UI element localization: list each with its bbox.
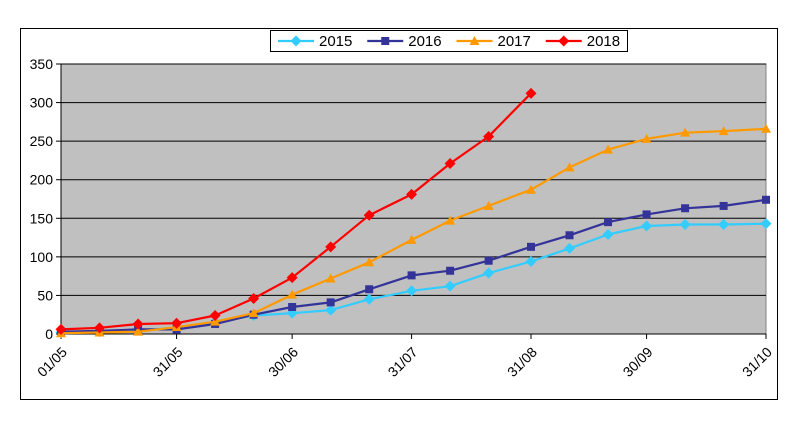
point-2017-30/09 [641,133,652,143]
point-2016-31/07 [407,271,416,280]
point-2017-31/10 [761,123,771,133]
y-tick-label-50: 50 [37,287,53,303]
point-2016-10/07 [326,298,335,307]
point-2015-30/09 [641,220,653,232]
y-tick-label-250: 250 [30,133,54,149]
series-layer [55,87,772,338]
legend-item-2016: 2016 [367,33,442,50]
point-2016-30/09 [642,210,651,219]
legend-label: 2018 [587,33,620,50]
point-2018-10/07 [325,241,337,253]
point-2016-10/09 [565,231,574,240]
y-tick-label-150: 150 [30,210,54,226]
legend-label: 2015 [319,33,352,50]
legend-item-2017: 2017 [456,33,531,50]
y-tick-label-350: 350 [30,56,54,72]
point-2018-30/06 [286,272,298,284]
y-tick-label-0: 0 [45,326,53,342]
point-2017-31/08 [526,184,536,194]
point-2017-20/09 [603,144,614,154]
point-2018-11/05 [94,322,106,334]
point-2015-10/08 [444,280,456,292]
point-2017-20/08 [483,200,494,210]
point-2018-20/08 [483,131,495,143]
point-2017-31/07 [406,234,417,244]
y-tick-label-200: 200 [30,172,54,188]
point-2016-30/06 [288,303,297,311]
point-2015-10/10 [679,218,691,230]
point-2018-20/07 [363,209,375,221]
legend-label: 2017 [498,33,531,50]
point-2015-31/08 [525,255,537,267]
point-2017-20/10 [718,126,729,136]
point-2016-10/08 [446,266,455,275]
point-2015-31/10 [760,218,772,230]
point-2015-20/08 [483,267,495,279]
point-2017-10/08 [445,215,456,225]
point-2016-20/10 [719,201,728,210]
point-2018-20/06 [248,293,260,305]
point-2017-10/06 [210,316,221,326]
y-tick-label-100: 100 [30,249,54,265]
point-2016-20/07 [365,285,374,294]
y-tick-label-300: 300 [30,95,54,111]
legend-item-2015: 2015 [278,33,352,50]
point-2016-10/10 [681,204,690,213]
point-2015-10/07 [325,304,337,316]
point-2018-21/05 [132,318,144,330]
point-2018-31/05 [171,317,183,329]
point-2016-20/08 [484,256,493,265]
point-2015-20/10 [718,218,730,230]
point-2018-01/05 [55,323,67,335]
point-2015-20/07 [363,293,375,305]
point-2018-31/08 [525,87,537,99]
point-2018-10/08 [444,158,456,170]
point-2018-10/06 [209,309,221,321]
point-2015-20/09 [602,228,614,240]
legend-label: 2016 [408,33,441,50]
point-2018-31/07 [406,188,418,200]
legend: 2015 2016 2017 2018 [270,30,628,52]
point-2017-10/10 [680,127,691,137]
series-2018 [55,87,537,335]
point-2017-21/05 [133,326,144,336]
legend-swatch-marker [469,36,480,45]
legend-swatch-marker [558,35,570,47]
legend-swatch-marker [381,37,390,45]
point-2015-10/09 [564,242,576,254]
point-2017-20/07 [364,257,375,267]
point-2017-10/09 [564,162,575,172]
legend-item-2018: 2018 [545,33,620,50]
point-2016-31/08 [527,242,535,251]
legend-swatch-marker [290,35,302,47]
point-2015-31/07 [406,285,418,297]
point-2017-10/07 [325,273,336,283]
point-2016-31/10 [762,195,770,204]
point-2017-30/06 [287,289,298,299]
legend-box [270,30,628,52]
point-2016-20/09 [604,218,613,227]
point-2017-20/06 [248,308,259,318]
